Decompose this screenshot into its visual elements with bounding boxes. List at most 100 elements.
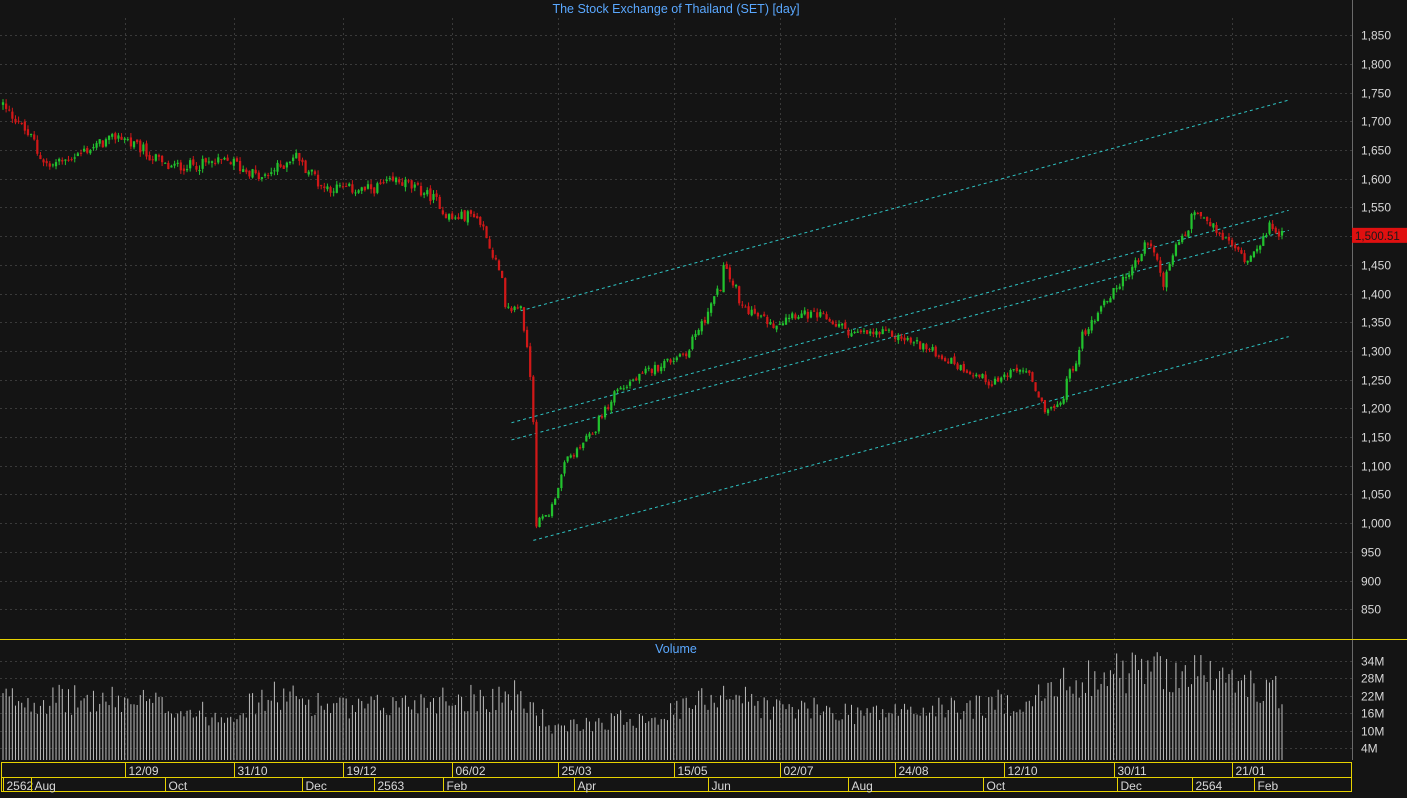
candle: [1268, 220, 1271, 236]
candle: [120, 133, 123, 140]
candle: [653, 361, 657, 376]
candle: [644, 366, 647, 375]
candle: [67, 155, 70, 162]
candle: [766, 314, 769, 328]
date-tick-label: 30/11: [1118, 764, 1147, 778]
candle: [1018, 369, 1022, 375]
candle: [557, 487, 560, 499]
month-tick-label: Feb: [447, 779, 468, 793]
candle: [663, 358, 666, 372]
candle: [925, 342, 928, 353]
candle: [1227, 233, 1231, 245]
candle: [220, 158, 223, 164]
candle: [610, 399, 613, 414]
candle: [419, 182, 423, 197]
candle: [797, 314, 800, 320]
candle: [148, 151, 151, 161]
candle: [516, 304, 519, 310]
candle: [273, 167, 276, 176]
candle: [950, 357, 953, 364]
candle: [1046, 408, 1050, 416]
candle: [1162, 271, 1165, 291]
candle: [1246, 260, 1249, 265]
candle: [685, 351, 688, 360]
last-price-badge-bg: [1352, 227, 1407, 243]
candle: [513, 305, 516, 313]
candle: [267, 172, 270, 179]
candle: [182, 164, 186, 175]
candle: [388, 175, 391, 182]
candle: [1202, 216, 1206, 219]
candle: [566, 456, 569, 464]
candle: [716, 285, 719, 297]
candle: [398, 176, 401, 185]
candle: [160, 155, 164, 167]
candle: [522, 307, 526, 333]
candle: [844, 319, 847, 330]
candle: [1240, 247, 1243, 255]
trendline: [520, 99, 1289, 312]
candle: [310, 169, 313, 176]
candle: [909, 336, 912, 345]
candle: [4, 99, 8, 113]
candle: [987, 379, 990, 389]
candle: [29, 133, 33, 138]
candle: [525, 326, 529, 349]
month-tick-label: Feb: [1258, 779, 1279, 793]
price-tick-label: 950: [1361, 546, 1381, 560]
candle: [1065, 376, 1068, 403]
candle: [338, 182, 342, 188]
candle: [800, 310, 803, 319]
candle: [500, 270, 504, 279]
candle: [535, 419, 538, 529]
candle: [295, 149, 298, 159]
candle: [8, 105, 11, 112]
price-tick-label: 850: [1361, 603, 1381, 617]
candle: [1003, 372, 1006, 380]
candle: [469, 209, 473, 217]
candle: [20, 122, 23, 125]
candle: [351, 180, 354, 195]
candle: [947, 358, 950, 365]
candle: [1115, 285, 1118, 293]
candle: [51, 163, 55, 168]
candle: [123, 136, 126, 144]
volume-tick-label: 4M: [1361, 742, 1378, 756]
candle: [1025, 368, 1028, 374]
candle: [313, 169, 317, 176]
candle: [560, 473, 563, 492]
candle: [1037, 391, 1040, 398]
candle: [1156, 252, 1159, 262]
candle: [444, 212, 448, 219]
candle: [731, 278, 735, 288]
candle: [17, 116, 20, 124]
candle: [1000, 376, 1003, 384]
candle: [447, 213, 451, 222]
price-tick-label: 1,850: [1361, 29, 1391, 43]
candle: [245, 167, 248, 175]
candle: [1184, 231, 1187, 237]
candle: [1230, 237, 1234, 248]
candle: [348, 182, 351, 187]
candle: [229, 161, 232, 165]
candle: [681, 352, 685, 357]
candle: [1087, 326, 1090, 337]
candle: [407, 178, 410, 184]
candle: [519, 305, 522, 311]
month-tick-label: Aug: [35, 779, 56, 793]
date-tick-label: 02/07: [784, 764, 814, 778]
candle: [806, 308, 809, 323]
candle: [429, 185, 432, 205]
candle: [451, 211, 454, 220]
candle: [993, 376, 997, 385]
candle: [170, 164, 173, 168]
candle: [139, 139, 142, 157]
candle: [703, 316, 707, 326]
candle: [320, 184, 323, 190]
candle: [585, 433, 588, 442]
candle: [151, 155, 154, 165]
candle: [154, 153, 157, 162]
candle: [107, 135, 111, 145]
price-tick-label: 1,750: [1361, 87, 1391, 101]
